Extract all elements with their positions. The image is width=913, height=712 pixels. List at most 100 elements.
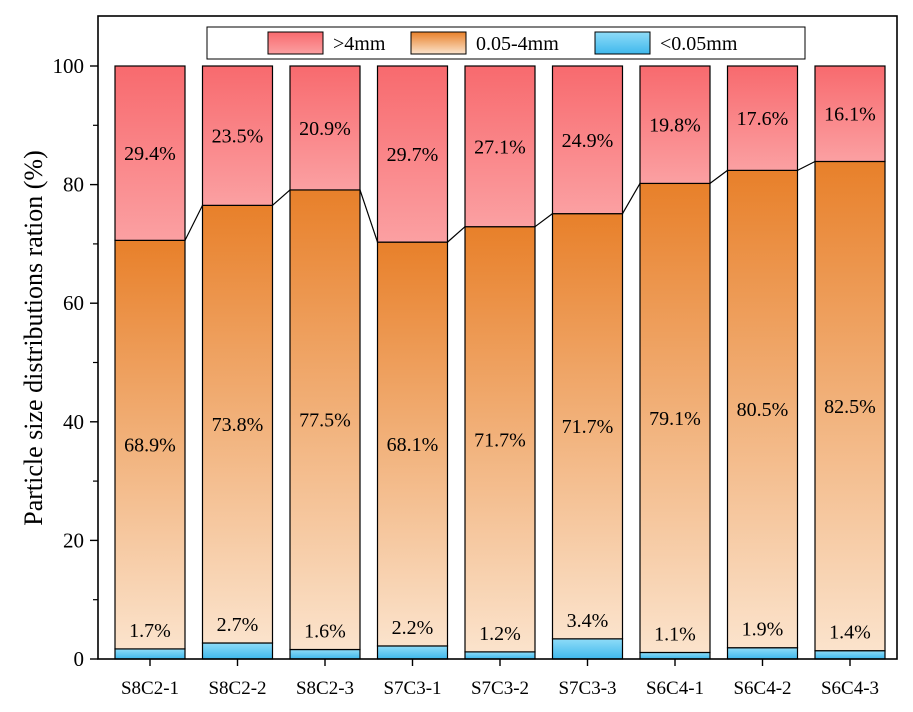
bar-stack-S8C2-1	[114, 65, 186, 660]
bar-0.05-4mm-S8C2-2	[201, 204, 274, 644]
bar-0.05mm-S7C3-3	[551, 638, 624, 660]
bar-stack-S7C3-1	[376, 65, 449, 660]
y-tick-label: 0	[74, 647, 85, 671]
data-label-0.05-4mm-S7C3-1: 68.1%	[387, 434, 439, 456]
x-tick-label-S6C4-1: S6C4-1	[646, 678, 704, 699]
bar-4mm-S8C2-3	[289, 65, 361, 191]
bar-0.05mm-S8C2-3	[289, 648, 361, 660]
data-label-4mm-S8C2-3: 20.9%	[299, 118, 351, 140]
data-label-0.05-4mm-S8C2-3: 77.5%	[299, 410, 351, 432]
legend-label-4mm: >4mm	[333, 33, 386, 55]
legend: >4mm 0.05-4mm <0.05mm	[206, 26, 806, 60]
bar-stack-S6C4-2	[726, 65, 799, 660]
data-label-4mm-S7C3-3: 24.9%	[562, 130, 614, 152]
data-label-4mm-S6C4-1: 19.8%	[649, 115, 701, 137]
connector-line	[709, 169, 728, 184]
bar-stack-S6C4-3	[814, 65, 886, 660]
data-label-0.05mm-S6C4-3: 1.4%	[829, 622, 871, 644]
y-tick-label: 40	[63, 410, 84, 434]
legend-swatch-0.05-4mm	[410, 31, 467, 55]
bar-0.05-4mm-S6C4-2	[726, 169, 799, 649]
x-tick-label-S8C2-1: S8C2-1	[121, 678, 179, 699]
data-label-0.05mm-S6C4-2: 1.9%	[742, 619, 784, 641]
bar-0.05-4mm-S8C2-1	[114, 239, 186, 650]
bar-0.05mm-S6C4-2	[726, 647, 799, 660]
connector-line	[797, 160, 816, 171]
data-label-0.05mm-S8C2-2: 2.7%	[217, 614, 259, 636]
bar-stack-S8C2-3	[289, 65, 361, 660]
bar-4mm-S8C2-2	[201, 65, 274, 206]
bar-4mm-S8C2-1	[114, 65, 186, 241]
x-tick-label-S7C3-1: S7C3-1	[383, 678, 441, 699]
bar-stack-S7C3-2	[464, 65, 536, 660]
y-tick-label: 80	[63, 173, 84, 197]
bar-4mm-S7C3-2	[464, 65, 536, 228]
data-label-0.05mm-S7C3-3: 3.4%	[567, 610, 609, 632]
data-label-4mm-S8C2-2: 23.5%	[212, 126, 264, 148]
bars-layer	[114, 65, 886, 660]
bar-0.05mm-S8C2-2	[201, 642, 274, 660]
legend-label-0.05mm: <0.05mm	[660, 33, 738, 55]
data-label-0.05mm-S7C3-1: 2.2%	[392, 617, 434, 639]
bar-4mm-S7C3-1	[376, 65, 449, 243]
bar-stack-S8C2-2	[201, 65, 274, 660]
bar-0.05-4mm-S7C3-1	[376, 241, 449, 647]
data-label-4mm-S6C4-2: 17.6%	[737, 108, 789, 130]
bar-4mm-S6C4-2	[726, 65, 799, 171]
bar-stack-S6C4-1	[639, 65, 711, 660]
data-label-0.05-4mm-S7C3-2: 71.7%	[474, 429, 526, 451]
connector-line	[621, 183, 641, 214]
connector-line	[359, 189, 379, 243]
data-label-0.05mm-S6C4-1: 1.1%	[654, 623, 696, 645]
bar-0.05-4mm-S8C2-3	[289, 189, 361, 651]
bar-0.05-4mm-S6C4-1	[639, 182, 711, 654]
bar-0.05mm-S6C4-3	[814, 650, 886, 660]
x-tick-label-S7C3-3: S7C3-3	[558, 678, 616, 699]
bar-0.05-4mm-S6C4-3	[814, 160, 886, 652]
data-label-0.05-4mm-S6C4-3: 82.5%	[824, 396, 876, 418]
data-label-0.05-4mm-S6C4-2: 80.5%	[737, 399, 789, 421]
plot-frame	[97, 15, 898, 660]
data-labels: 1.7% 68.9% 29.4% 2.7% 73.8% 23.5% 1.6% 77.5% 20.…	[124, 104, 876, 646]
y-axis-label: Particle size distributions ration (%)	[19, 150, 48, 525]
legend-swatch-0.05mm	[594, 31, 651, 55]
x-axis: S8C2-1 S8C2-2 S8C2-3 S7C3-1 S7C3-2 S7C3-3 S6C4…	[121, 659, 879, 699]
data-label-0.05-4mm-S6C4-1: 79.1%	[649, 408, 701, 430]
legend-swatch-4mm	[267, 31, 324, 55]
connector-line	[184, 205, 204, 241]
x-tick-label-S6C4-2: S6C4-2	[733, 678, 791, 699]
legend-label-0.05-4mm: 0.05-4mm	[476, 33, 559, 55]
bar-0.05mm-S7C3-2	[464, 651, 536, 660]
x-tick-label-S8C2-3: S8C2-3	[296, 678, 354, 699]
x-tick-label-S6C4-3: S6C4-3	[821, 678, 879, 699]
data-label-0.05mm-S8C2-1: 1.7%	[129, 620, 171, 642]
y-tick-label: 20	[63, 528, 84, 552]
bar-0.05mm-S8C2-1	[114, 648, 186, 660]
data-label-4mm-S7C3-2: 27.1%	[474, 136, 526, 158]
connector-lines	[184, 160, 816, 243]
y-axis: 0 20 40 60 80 100	[53, 54, 98, 671]
data-label-4mm-S7C3-1: 29.7%	[387, 144, 439, 166]
data-label-0.05-4mm-S7C3-3: 71.7%	[562, 416, 614, 438]
data-label-0.05mm-S7C3-2: 1.2%	[479, 623, 521, 645]
bar-0.05-4mm-S7C3-3	[551, 213, 624, 640]
bar-0.05mm-S6C4-1	[639, 651, 711, 660]
bar-0.05mm-S7C3-1	[376, 645, 449, 660]
y-tick-label: 100	[53, 54, 85, 78]
bar-stack-S7C3-3	[551, 65, 624, 660]
data-label-4mm-S8C2-1: 29.4%	[124, 143, 176, 165]
connector-line	[534, 213, 553, 228]
bar-4mm-S6C4-3	[814, 65, 886, 163]
y-tick-label: 60	[63, 291, 84, 315]
bar-4mm-S6C4-1	[639, 65, 711, 185]
data-label-0.05-4mm-S8C2-1: 68.9%	[124, 435, 176, 457]
data-label-0.05mm-S8C2-3: 1.6%	[304, 621, 346, 643]
x-tick-label-S7C3-2: S7C3-2	[471, 678, 529, 699]
x-tick-label-S8C2-2: S8C2-2	[208, 678, 266, 699]
bar-4mm-S7C3-3	[551, 65, 624, 215]
data-label-0.05-4mm-S8C2-2: 73.8%	[212, 414, 264, 436]
connector-line	[447, 226, 466, 243]
data-label-4mm-S6C4-3: 16.1%	[824, 104, 876, 126]
connector-line	[272, 189, 291, 206]
